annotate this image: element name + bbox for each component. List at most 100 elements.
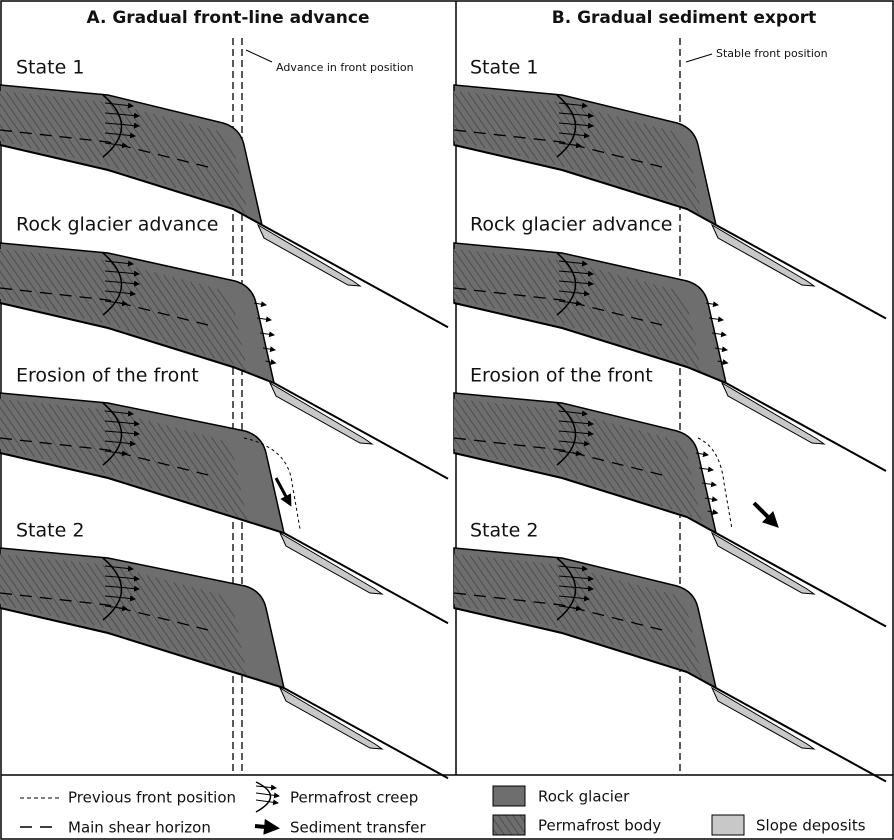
creep-arrow xyxy=(558,575,594,582)
ground-line xyxy=(0,607,449,780)
front-creep-arrow xyxy=(265,359,277,365)
creep-arrow xyxy=(558,565,588,572)
ground-line xyxy=(453,452,887,628)
creep-arrow xyxy=(558,270,594,277)
creep-arrow xyxy=(558,595,590,602)
state-label: Rock glacier advance xyxy=(16,214,218,236)
creep-arrow xyxy=(104,300,128,307)
shear-horizon xyxy=(0,592,209,631)
creep-arrow xyxy=(104,280,140,287)
ground-line xyxy=(0,302,449,480)
front-creep-arrow xyxy=(707,509,719,515)
state-label: State 2 xyxy=(470,520,538,542)
annotation-leader xyxy=(685,53,713,63)
legend-label: Main shear horizon xyxy=(68,819,211,837)
permafrost-body xyxy=(454,399,702,523)
state-label: Erosion of the front xyxy=(470,365,653,387)
shear-horizon xyxy=(453,287,663,326)
creep-arrow xyxy=(104,585,140,592)
state-label: State 2 xyxy=(16,520,84,542)
creep-arrow xyxy=(558,260,588,267)
transfer-arrow xyxy=(752,501,779,528)
creep-arrow xyxy=(104,575,140,582)
permafrost-body xyxy=(0,399,248,523)
creep-arrow xyxy=(104,595,136,602)
slope-deposit xyxy=(720,381,826,445)
slope-deposit xyxy=(256,223,362,287)
creep-arrow xyxy=(104,122,140,129)
ground-line xyxy=(453,607,887,783)
shear-horizon xyxy=(0,129,209,168)
creep-arrow xyxy=(104,132,136,139)
legend-label: Permafrost creep xyxy=(290,789,418,807)
creep-arrow xyxy=(104,112,140,119)
creep-arrow xyxy=(558,280,594,287)
creep-arrow xyxy=(104,102,134,109)
transfer-arrow xyxy=(274,477,292,507)
front-creep-arrow xyxy=(698,466,714,473)
state-label: State 1 xyxy=(470,57,538,79)
ground-line xyxy=(453,302,887,472)
legend-label: Sediment transfer xyxy=(290,819,427,837)
creep-profile xyxy=(102,557,123,621)
front-creep-arrow xyxy=(714,346,728,353)
shear-horizon xyxy=(0,287,209,326)
creep-arrow xyxy=(104,290,136,297)
front-creep-arrow xyxy=(695,451,709,458)
annotation: Advance in front position xyxy=(276,61,414,74)
creep-arrow xyxy=(104,142,128,149)
front-creep-arrow xyxy=(705,301,719,308)
slope-deposit xyxy=(268,381,374,445)
legend-permafrost-icon xyxy=(492,814,526,836)
permafrost-body xyxy=(454,91,702,215)
creep-profile xyxy=(102,252,123,316)
creep-arrow xyxy=(558,605,582,612)
front-creep-arrow xyxy=(708,316,724,323)
creep-arrow xyxy=(558,142,582,149)
creep-arrow xyxy=(104,260,134,267)
front-creep-arrow xyxy=(711,331,727,338)
slope-deposit xyxy=(710,223,816,287)
creep-arrow xyxy=(558,420,594,427)
permafrost-body xyxy=(0,249,248,373)
creep-arrow xyxy=(558,300,582,307)
permafrost-body xyxy=(0,91,248,215)
legend-label: Rock glacier xyxy=(538,788,630,806)
front-creep-arrow xyxy=(253,301,267,308)
creep-arrow xyxy=(558,112,594,119)
front-creep-arrow xyxy=(256,316,272,323)
creep-arrow xyxy=(104,565,134,572)
creep-arrow xyxy=(558,450,582,457)
legend-label: Previous front position xyxy=(68,789,236,807)
shear-horizon xyxy=(453,437,663,476)
slope-deposit xyxy=(278,531,384,595)
creep-profile xyxy=(102,94,123,158)
creep-arrow xyxy=(104,420,140,427)
legend-label: Slope deposits xyxy=(756,817,866,835)
ground-line xyxy=(453,144,887,320)
legend-rock-glacier-icon xyxy=(492,785,526,807)
ground-line xyxy=(0,452,449,625)
legend-creep-icon xyxy=(255,781,280,813)
annotation: Stable front position xyxy=(716,47,828,60)
permafrost-body xyxy=(0,554,248,678)
creep-arrow xyxy=(558,122,594,129)
panel-title: B. Gradual sediment export xyxy=(552,8,817,28)
creep-arrow xyxy=(104,450,128,457)
permafrost-body xyxy=(454,249,702,373)
legend-slope-icon xyxy=(711,814,745,836)
legend-label: Permafrost body xyxy=(538,817,661,835)
ground-line xyxy=(0,144,449,329)
permafrost-body xyxy=(454,554,702,678)
panel-title: A. Gradual front-line advance xyxy=(87,8,370,28)
creep-profile xyxy=(556,94,577,158)
creep-arrow xyxy=(104,270,140,277)
front-creep-arrow xyxy=(704,496,718,503)
legend-transfer-icon xyxy=(254,818,280,835)
creep-arrow xyxy=(558,585,594,592)
front-creep-arrow xyxy=(701,481,717,488)
creep-profile xyxy=(102,402,123,466)
state-label: Erosion of the front xyxy=(16,365,199,387)
